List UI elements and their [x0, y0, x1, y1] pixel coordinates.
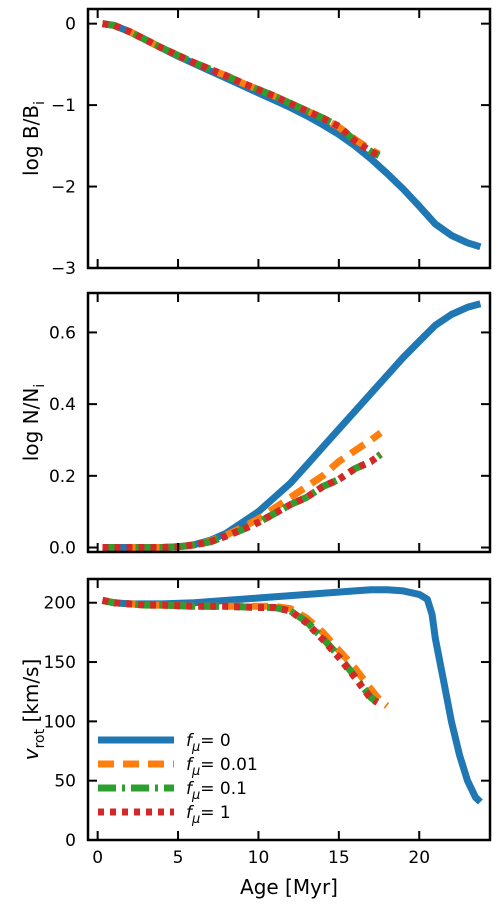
- y-tick-label: 0.0: [49, 539, 76, 559]
- legend-label-f1: fμ= 1: [186, 803, 231, 827]
- series-line-f1: [102, 451, 383, 551]
- axes-frame: [86, 7, 492, 270]
- x-tick-label: 0: [92, 848, 103, 868]
- series-group: [102, 20, 482, 251]
- y-tick-label: −3: [51, 259, 76, 279]
- y-tick-label: 150: [44, 653, 76, 673]
- legend-label-f001: fμ= 0.01: [186, 755, 258, 779]
- legend-label-f01: fμ= 0.1: [186, 779, 247, 803]
- x-tick-label: 15: [328, 848, 350, 868]
- y-tick-label: 0: [65, 831, 76, 851]
- axes-frame: [86, 291, 492, 554]
- legend-label-f0: fμ= 0: [186, 731, 231, 755]
- series-group: [102, 300, 482, 551]
- series-line-f01: [102, 451, 383, 551]
- x-tick-label: 5: [173, 848, 184, 868]
- x-tick-label: 20: [408, 848, 430, 868]
- series-line-f001: [102, 20, 381, 158]
- axes-frame: [86, 577, 492, 842]
- series-line-f1: [101, 596, 380, 706]
- y-tick-label: −2: [51, 178, 76, 198]
- y-tick-label: 0.6: [49, 323, 76, 343]
- panel-3: 0 50 100 150 200 0 5 10 15 20 vrot [km/s]: [19, 577, 492, 868]
- y-tick-label: 0.4: [49, 395, 76, 415]
- y-tick-label: 100: [44, 712, 76, 732]
- y-axis-label: log B/Bi: [19, 101, 48, 176]
- y-tick-label: 50: [54, 772, 76, 792]
- series-line-f01: [102, 20, 381, 159]
- panel-2: 0.0 0.2 0.4 0.6 log N/Ni: [19, 291, 492, 559]
- panel-1: 0 −1 −2 −3 log B/Bi: [19, 7, 492, 279]
- y-tick-label: −1: [51, 96, 76, 116]
- y-axis-label: log N/Ni: [19, 384, 48, 461]
- y-tick-label: 0.2: [49, 467, 76, 487]
- series-line-f0: [102, 20, 482, 251]
- x-axis-label: Age [Myr]: [240, 875, 338, 899]
- y-tick-label: 0: [65, 15, 76, 35]
- series-line-f001: [101, 596, 390, 709]
- x-tick-label: 10: [248, 848, 270, 868]
- series-group: [101, 586, 483, 805]
- y-axis-label: vrot [km/s]: [19, 659, 48, 761]
- y-tick-label: 200: [44, 594, 76, 614]
- series-line-f0: [101, 586, 483, 805]
- series-line-f0: [102, 300, 482, 551]
